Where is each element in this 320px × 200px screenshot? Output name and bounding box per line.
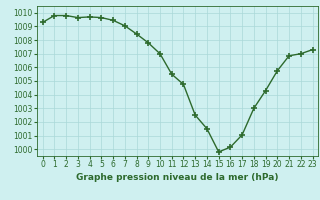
X-axis label: Graphe pression niveau de la mer (hPa): Graphe pression niveau de la mer (hPa) [76,173,279,182]
